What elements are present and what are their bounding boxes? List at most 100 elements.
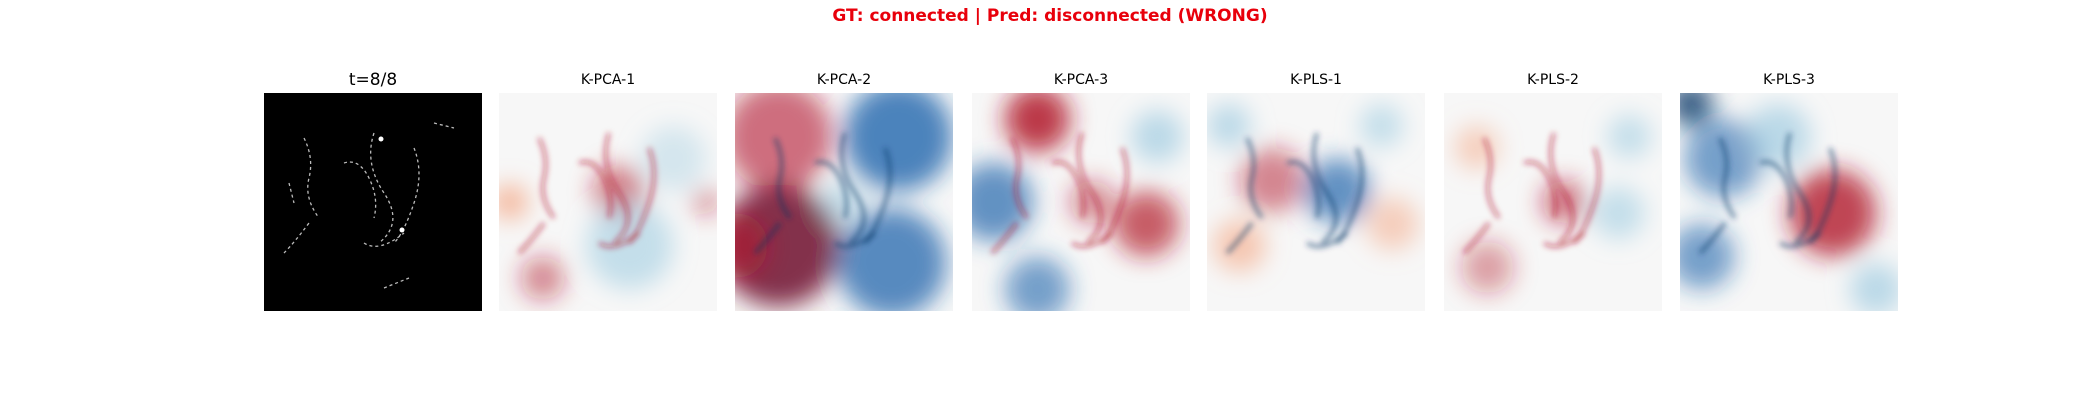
- fiber: [343, 161, 377, 219]
- panel-image: [735, 93, 953, 311]
- streak: [597, 231, 641, 249]
- streak: [833, 231, 877, 249]
- streak: [1784, 132, 1811, 245]
- streaks: [753, 132, 892, 255]
- panel-title: K-PCA-2: [817, 72, 871, 88]
- streak: [578, 160, 613, 219]
- blob: [586, 202, 674, 290]
- blob: [1684, 119, 1763, 198]
- figure-title: GT: connected | Pred: disconnected (WRON…: [832, 6, 1267, 26]
- panel: [264, 93, 482, 311]
- blob: [735, 212, 768, 279]
- blob: [499, 184, 528, 220]
- blob: [1461, 241, 1514, 294]
- streak: [753, 221, 782, 255]
- blob: [1207, 103, 1251, 148]
- blob: [1454, 125, 1499, 170]
- panel: [499, 93, 717, 311]
- streak: [1759, 160, 1794, 219]
- streaks: [990, 132, 1129, 255]
- fiber: [370, 132, 394, 244]
- streak: [1010, 137, 1029, 220]
- streak: [1311, 132, 1338, 245]
- blob: [1680, 223, 1735, 290]
- blob: [1131, 110, 1184, 163]
- panel-image: [1680, 93, 1898, 311]
- streak: [1051, 160, 1086, 219]
- dot: [399, 227, 405, 233]
- panel-title: t=8/8: [349, 70, 397, 90]
- panel-image: [972, 93, 1190, 311]
- streak: [1778, 231, 1822, 249]
- blob: [1213, 219, 1266, 272]
- blob: [1004, 256, 1071, 311]
- streak: [537, 137, 556, 220]
- dot: [378, 136, 384, 142]
- streak: [517, 221, 546, 255]
- blob: [640, 125, 707, 192]
- panel-image: [1444, 93, 1662, 311]
- streak: [839, 132, 866, 245]
- blob: [1592, 186, 1645, 240]
- fiber: [283, 222, 310, 254]
- blob: [1745, 103, 1811, 170]
- blob: [1607, 114, 1652, 159]
- fiber: [393, 147, 420, 244]
- panel: [1680, 93, 1898, 311]
- streak: [1523, 160, 1558, 219]
- streaks: [517, 132, 656, 255]
- background: [264, 93, 482, 311]
- streak: [1305, 231, 1349, 249]
- streak: [990, 221, 1019, 255]
- blob: [1789, 169, 1877, 257]
- streak: [1482, 137, 1501, 220]
- blob: [837, 208, 947, 311]
- streak: [1698, 221, 1727, 255]
- panel: [735, 93, 953, 311]
- blob: [1850, 263, 1898, 311]
- fiber: [363, 232, 405, 247]
- blob: [693, 188, 717, 216]
- blob: [735, 184, 840, 307]
- streak: [1542, 231, 1586, 249]
- streak: [603, 132, 630, 245]
- streak: [1076, 132, 1103, 245]
- blob: [1366, 197, 1419, 250]
- panel-image: [499, 93, 717, 311]
- blob: [1070, 180, 1114, 224]
- panel-title: K-PLS-2: [1527, 72, 1579, 88]
- blob: [1680, 93, 1713, 126]
- blob: [1004, 93, 1071, 152]
- panel-title: K-PLS-1: [1290, 72, 1342, 88]
- streak: [773, 137, 792, 220]
- blob: [1113, 191, 1180, 257]
- blobs: [1680, 93, 1898, 311]
- panel-title: K-PCA-3: [1054, 72, 1108, 88]
- blob: [844, 93, 953, 192]
- blobs: [972, 93, 1184, 311]
- streaks: [1698, 132, 1837, 255]
- blobs: [735, 93, 953, 311]
- blob: [735, 93, 834, 192]
- fiber: [383, 277, 410, 289]
- fiber: [303, 137, 320, 219]
- blob: [1542, 180, 1586, 224]
- panel: [1207, 93, 1425, 311]
- streak: [1462, 221, 1491, 255]
- panel-image: [1207, 93, 1425, 311]
- streak: [1718, 137, 1737, 220]
- streaks: [1225, 132, 1364, 255]
- streak: [1286, 160, 1321, 219]
- blob: [1359, 103, 1404, 148]
- streak: [1548, 132, 1575, 245]
- panel: [1444, 93, 1662, 311]
- panel-title: K-PCA-1: [581, 72, 635, 88]
- streak: [1225, 221, 1254, 255]
- blob: [520, 256, 565, 301]
- streak: [814, 160, 849, 219]
- streaks: [1462, 132, 1601, 255]
- panel: [972, 93, 1190, 311]
- panel-image: [264, 93, 482, 311]
